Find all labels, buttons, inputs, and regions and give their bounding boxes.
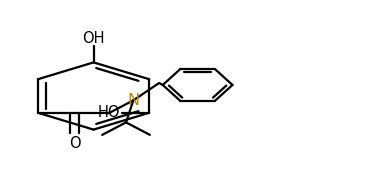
Text: HO: HO xyxy=(98,105,121,120)
Text: OH: OH xyxy=(82,31,105,46)
Text: N: N xyxy=(127,93,139,108)
Text: O: O xyxy=(69,136,80,151)
